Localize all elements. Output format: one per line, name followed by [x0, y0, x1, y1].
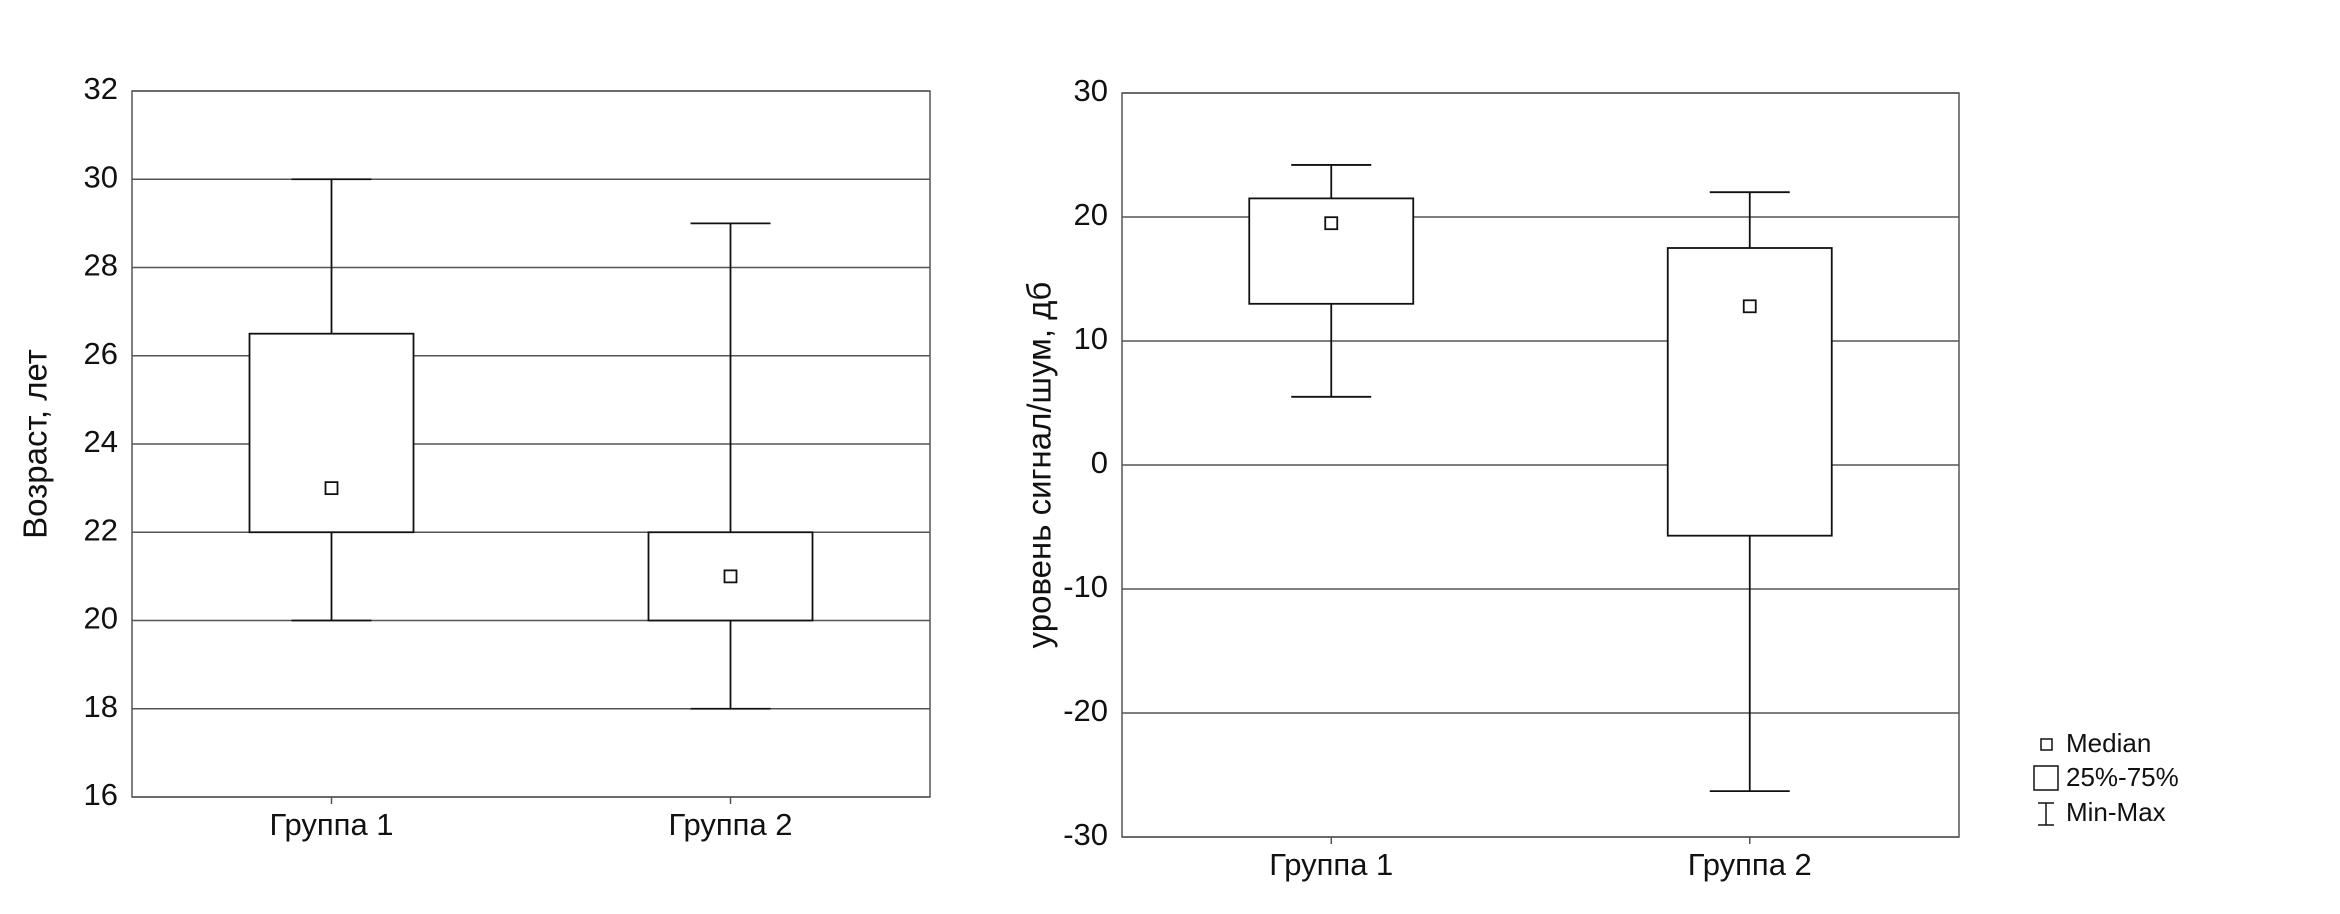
median	[324, 481, 339, 496]
y-tick-label: 30	[84, 159, 118, 194]
y-tick-label: 20	[84, 601, 118, 636]
legend: Median 25%-75% Min-Max	[2033, 728, 2179, 827]
y-tick-label: 0	[1091, 445, 1108, 480]
y-tick-label: 26	[84, 336, 118, 371]
legend-label: 25%-75%	[2066, 762, 2179, 792]
legend-whisker-icon	[2038, 802, 2054, 826]
box	[1666, 247, 1833, 537]
legend-box-icon	[2033, 765, 2059, 791]
x-tick-label: Группа 2	[1688, 847, 1812, 882]
median	[723, 569, 738, 584]
y-tick-label: 24	[84, 424, 118, 459]
box	[248, 332, 415, 534]
y-tick-label: 16	[84, 777, 118, 812]
y-tick-label: 18	[84, 689, 118, 724]
x-tick-label: Группа 1	[269, 807, 393, 842]
y-tick-label: -20	[1063, 693, 1108, 728]
x-tick-label: Группа 2	[668, 807, 792, 842]
y-tick-label: 30	[1074, 73, 1108, 108]
median	[1742, 299, 1757, 314]
y-tick-label: -10	[1063, 569, 1108, 604]
plot-frame	[1121, 92, 1960, 838]
y-tick-label: -30	[1063, 817, 1108, 852]
box	[1248, 197, 1415, 305]
y-tick-label: 32	[84, 71, 118, 106]
plot-frame	[131, 90, 931, 798]
y-tick-label: 28	[84, 248, 118, 283]
y-axis-title: Возраст, лет	[17, 349, 54, 539]
x-tick-label: Группа 1	[1269, 847, 1393, 882]
legend-median-icon	[2040, 738, 2053, 751]
y-tick-label: 10	[1074, 321, 1108, 356]
median	[1324, 216, 1339, 231]
y-tick-label: 22	[84, 512, 118, 547]
legend-label: Median	[2066, 728, 2151, 758]
y-tick-label: 20	[1074, 197, 1108, 232]
legend-label: Min-Max	[2066, 797, 2166, 827]
y-axis-title: уровень сигнал/шум, дб	[1021, 282, 1058, 649]
